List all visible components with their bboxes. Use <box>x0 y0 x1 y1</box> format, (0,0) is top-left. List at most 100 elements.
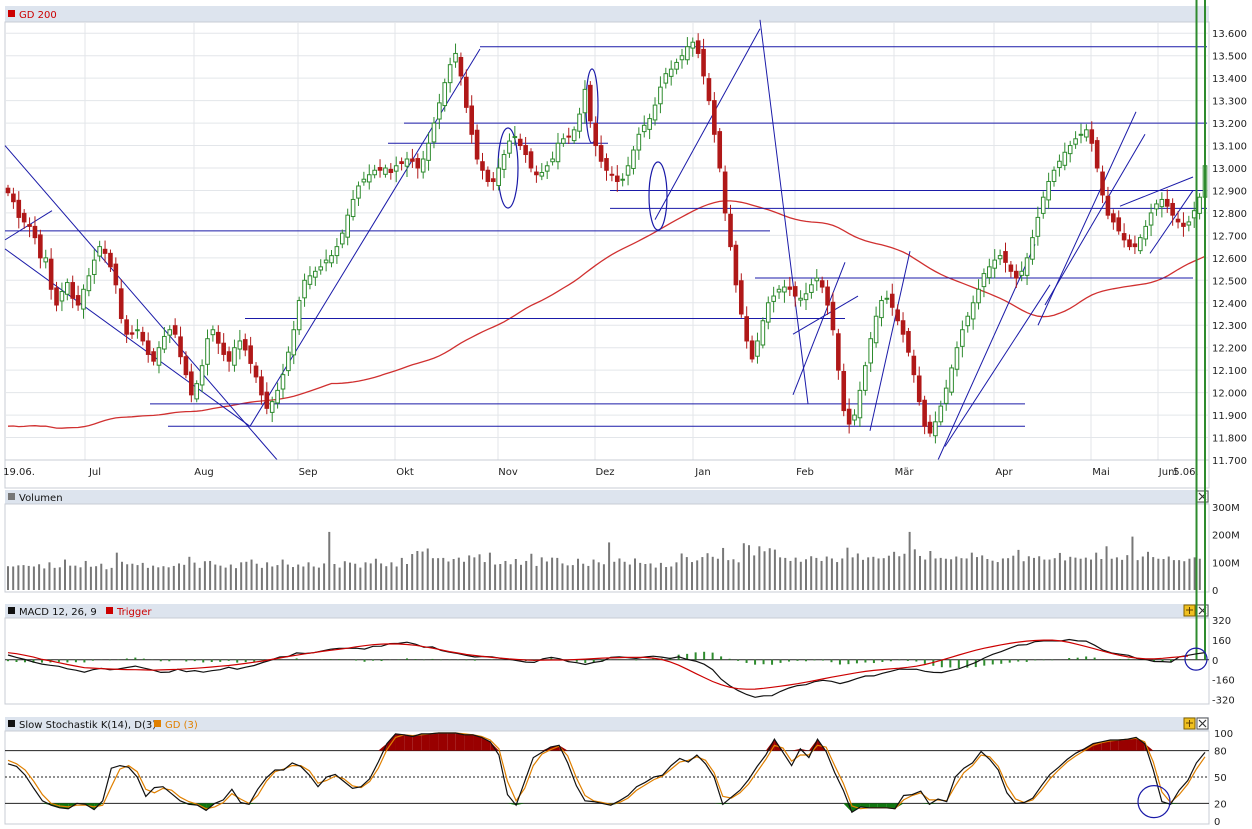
candle-body <box>620 178 625 181</box>
candle-body <box>350 198 356 218</box>
candle-body <box>609 173 615 176</box>
candle-body <box>469 105 475 135</box>
stoch-tick-label: 100 <box>1214 729 1233 740</box>
candle-body <box>566 135 572 138</box>
candle-body <box>32 225 38 239</box>
candle-body <box>199 365 205 386</box>
candle-body <box>108 252 113 268</box>
stoch-settings-button[interactable] <box>1183 717 1196 730</box>
candle-body <box>156 347 162 366</box>
price-tick-label: 12.600 <box>1212 254 1247 265</box>
candle-body <box>738 280 744 315</box>
candle-body <box>431 122 437 143</box>
candle-body <box>1105 195 1111 216</box>
volume-tick-label: 300M <box>1212 503 1240 514</box>
candle-body <box>787 286 793 290</box>
candle-body <box>1062 151 1068 166</box>
price-tick-label: 12.400 <box>1212 299 1247 310</box>
candle-body <box>442 82 448 107</box>
stoch-k-line <box>7 732 1206 814</box>
overbought-fill <box>1127 737 1137 751</box>
candle-body <box>339 232 345 245</box>
stoch-d-line <box>7 732 1206 810</box>
candle-body <box>782 286 787 293</box>
candle-body <box>145 340 151 355</box>
stoch-y-axis: 100 80 50 20 0 <box>1214 729 1233 828</box>
candle-body <box>960 329 965 347</box>
candle-body <box>717 131 723 169</box>
candle-body <box>1175 218 1181 223</box>
candle-body <box>695 40 701 54</box>
candle-body <box>1132 243 1138 248</box>
candle-body <box>1100 171 1105 196</box>
price-tick-label: 11.700 <box>1212 456 1247 467</box>
candle-body <box>140 331 146 342</box>
uptrend-line <box>937 244 1036 461</box>
macd-settings-button[interactable] <box>1183 604 1196 617</box>
overbought-fill <box>1136 737 1145 751</box>
candle-body <box>151 351 156 362</box>
candle-body <box>819 280 825 288</box>
candle-body <box>1003 251 1008 263</box>
candle-body <box>744 316 749 342</box>
candle-body <box>334 246 340 257</box>
candle-body <box>884 297 890 300</box>
candle-body <box>588 84 593 122</box>
overbought-fill <box>412 733 422 751</box>
volume-close-button[interactable] <box>1196 490 1209 503</box>
candle-body <box>420 158 426 173</box>
candle-body <box>798 297 803 301</box>
candle-body <box>776 288 782 293</box>
x-tick-label: Feb <box>796 467 814 478</box>
price-y-axis: 13.600 13.500 13.400 13.300 13.200 13.100 13.0… <box>1212 29 1247 467</box>
candles <box>5 33 1208 444</box>
macd-tick-label: 0 <box>1212 656 1218 667</box>
price-panel: GD 200 13.60013.50013.40013.30013.20013.… <box>3 6 1247 489</box>
candle-body <box>706 78 712 102</box>
candle-body <box>814 277 820 282</box>
candle-body <box>280 374 286 390</box>
channel-line-lower <box>4 248 251 427</box>
price-grid <box>5 22 1209 461</box>
oversold-fill <box>722 803 732 805</box>
candle-body <box>1008 264 1014 272</box>
macd-close-button[interactable] <box>1196 604 1209 617</box>
x-axis-band <box>4 459 1210 489</box>
candle-body <box>679 55 685 61</box>
candle-body <box>582 88 588 114</box>
candle-body <box>647 118 652 130</box>
oversold-fill <box>507 803 517 806</box>
macd-panel: MACD 12, 26, 9 Trigger 320 160 0 -160 -320 <box>4 0 1235 707</box>
candle-body <box>21 212 27 223</box>
candle-body <box>415 158 421 169</box>
candle-body <box>857 389 863 419</box>
channel-line-upper <box>4 145 286 470</box>
stoch-close-button[interactable] <box>1196 717 1209 730</box>
candle-body <box>636 133 642 151</box>
downtrend-line <box>759 19 809 404</box>
candle-body <box>1197 196 1202 214</box>
candle-body <box>927 421 933 434</box>
candle-body <box>728 213 733 248</box>
candle-body <box>388 168 394 173</box>
candle-body <box>544 165 550 172</box>
candle-body <box>253 365 259 378</box>
candle-body <box>841 371 847 412</box>
candle-body <box>614 175 620 182</box>
x-tick-label: Apr <box>995 467 1013 478</box>
x-tick-label: 19.06. <box>3 467 35 478</box>
candle-body <box>1013 270 1019 279</box>
volume-tick-label: 200M <box>1212 531 1240 542</box>
candle-body <box>938 405 944 423</box>
macd-tick-label: -320 <box>1212 696 1235 707</box>
candle-body <box>1143 225 1148 240</box>
candle-body <box>453 52 458 63</box>
macd-line <box>7 638 1206 698</box>
volume-legend-swatch <box>8 493 15 500</box>
marker-ellipse <box>648 161 668 231</box>
oversold-fill <box>1170 803 1180 805</box>
candle-body <box>43 257 49 263</box>
x-tick-label: Mär <box>895 467 915 478</box>
candle-body <box>323 259 329 264</box>
oversold-fill <box>249 803 258 805</box>
